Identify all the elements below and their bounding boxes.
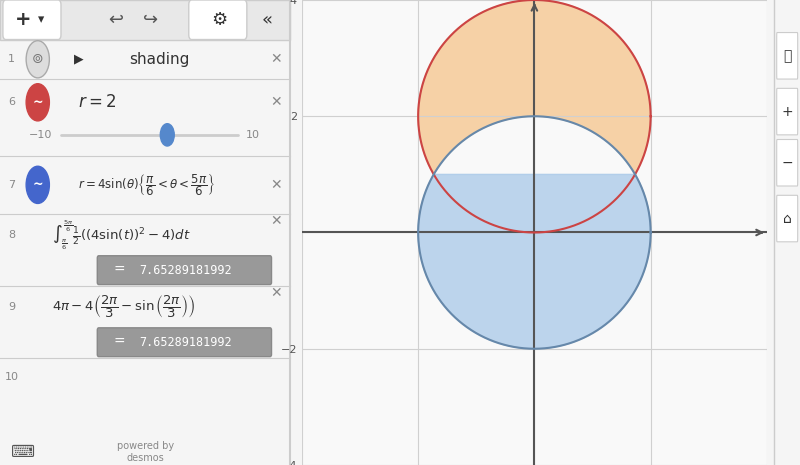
Text: ↪: ↪ <box>143 11 158 29</box>
Text: $r = 2$: $r = 2$ <box>78 93 117 111</box>
Text: ⌂: ⌂ <box>783 212 791 226</box>
Text: 10: 10 <box>246 130 260 140</box>
Circle shape <box>160 124 174 146</box>
Circle shape <box>26 166 50 204</box>
Text: +: + <box>15 10 31 29</box>
FancyBboxPatch shape <box>189 0 247 40</box>
Text: $4\pi - 4\left(\dfrac{2\pi}{3} - \sin\left(\dfrac{2\pi}{3}\right)\right)$: $4\pi - 4\left(\dfrac{2\pi}{3} - \sin\le… <box>52 293 196 320</box>
FancyBboxPatch shape <box>777 195 798 242</box>
Text: «: « <box>262 11 273 29</box>
Text: ✕: ✕ <box>270 178 282 192</box>
Text: 1: 1 <box>8 54 15 64</box>
Text: +: + <box>782 105 793 119</box>
FancyBboxPatch shape <box>98 328 271 357</box>
Text: ↩: ↩ <box>109 11 124 29</box>
Text: =: = <box>114 263 125 277</box>
Text: ~: ~ <box>33 179 43 191</box>
Circle shape <box>26 40 50 78</box>
Text: $\int_{\frac{\pi}{6}}^{\frac{5\pi}{6}} \frac{1}{2}\left((4\sin(t))^2 - 4\right)d: $\int_{\frac{\pi}{6}}^{\frac{5\pi}{6}} \… <box>52 218 191 252</box>
FancyBboxPatch shape <box>0 0 290 40</box>
Circle shape <box>26 84 50 121</box>
Text: 7.65289181992: 7.65289181992 <box>139 264 232 277</box>
Text: powered by
desmos: powered by desmos <box>117 441 174 463</box>
Text: 10: 10 <box>5 372 18 382</box>
Text: −: − <box>782 156 793 170</box>
Text: ▾: ▾ <box>38 13 44 26</box>
Text: ⌨: ⌨ <box>11 443 35 461</box>
Text: 7.65289181992: 7.65289181992 <box>139 336 232 349</box>
Text: ✕: ✕ <box>270 95 282 109</box>
Text: −10: −10 <box>29 130 52 140</box>
Text: ⚙: ⚙ <box>211 11 227 29</box>
FancyBboxPatch shape <box>777 33 798 79</box>
FancyBboxPatch shape <box>3 0 61 40</box>
Text: ▶: ▶ <box>74 53 83 66</box>
Text: shading: shading <box>130 52 190 67</box>
Text: 7: 7 <box>8 180 15 190</box>
Text: 🔧: 🔧 <box>783 49 791 63</box>
Text: 9: 9 <box>8 302 15 312</box>
Text: ✕: ✕ <box>270 286 282 300</box>
Text: $r = 4\sin(\theta)\left\{\dfrac{\pi}{6} < \theta < \dfrac{5\pi}{6}\right\}$: $r = 4\sin(\theta)\left\{\dfrac{\pi}{6} … <box>78 172 216 198</box>
Text: =: = <box>114 335 125 349</box>
FancyBboxPatch shape <box>98 256 271 285</box>
FancyBboxPatch shape <box>777 88 798 135</box>
Text: ~: ~ <box>33 96 43 109</box>
FancyBboxPatch shape <box>777 140 798 186</box>
Polygon shape <box>418 0 650 174</box>
Text: 6: 6 <box>8 97 15 107</box>
Text: ✕: ✕ <box>270 214 282 228</box>
Text: ✕: ✕ <box>270 52 282 66</box>
Polygon shape <box>418 174 650 349</box>
Text: ⊚: ⊚ <box>32 52 43 66</box>
Text: 8: 8 <box>8 230 15 240</box>
